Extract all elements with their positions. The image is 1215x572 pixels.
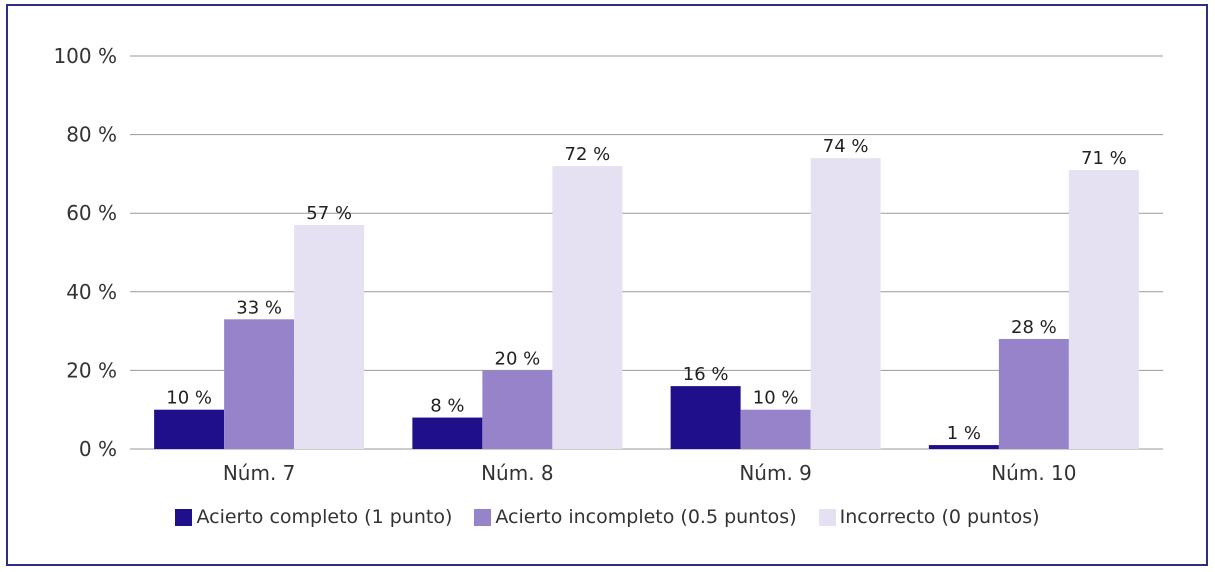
x-category-label: Núm. 7 xyxy=(223,461,296,485)
y-tick-label: 20 % xyxy=(66,358,117,382)
data-label: 57 % xyxy=(306,203,352,224)
y-tick-label: 100 % xyxy=(53,44,117,68)
data-label: 72 % xyxy=(565,144,611,165)
bar xyxy=(670,386,741,449)
data-label: 74 % xyxy=(823,136,869,157)
legend-item-acierto-completo: Acierto completo (1 punto) xyxy=(175,506,452,528)
data-label: 20 % xyxy=(495,348,541,369)
chart-legend: Acierto completo (1 punto) Acierto incom… xyxy=(0,506,1215,528)
legend-item-incorrecto: Incorrecto (0 puntos) xyxy=(818,506,1040,528)
bar xyxy=(928,445,999,449)
bar xyxy=(1068,169,1139,449)
bar xyxy=(740,409,811,449)
bar xyxy=(154,409,225,449)
legend-swatch-incorrecto xyxy=(818,508,836,526)
x-category-label: Núm. 9 xyxy=(739,461,812,485)
bar xyxy=(810,158,881,449)
bar xyxy=(552,166,623,450)
data-label: 10 % xyxy=(166,388,212,409)
bar xyxy=(294,224,365,449)
data-label: 71 % xyxy=(1081,148,1127,169)
legend-label-acierto-completo: Acierto completo (1 punto) xyxy=(196,506,453,528)
legend-swatch-acierto-incompleto xyxy=(474,508,492,526)
bar xyxy=(998,338,1069,449)
x-category-label: Núm. 10 xyxy=(991,461,1076,485)
legend-item-acierto-incompleto: Acierto incompleto (0.5 puntos) xyxy=(474,506,797,528)
y-tick-label: 60 % xyxy=(66,201,117,225)
data-label: 33 % xyxy=(236,297,282,318)
data-label: 1 % xyxy=(947,423,981,444)
data-label: 8 % xyxy=(430,396,464,417)
x-category-label: Núm. 8 xyxy=(481,461,554,485)
bar-chart: 0 % 20 % 40 % 60 % 80 % 100 % 10 % 33 % 57 % Núm.… xyxy=(53,44,1163,485)
legend-label-acierto-incompleto: Acierto incompleto (0.5 puntos) xyxy=(495,506,797,528)
data-label: 16 % xyxy=(683,364,729,385)
bar xyxy=(482,370,553,449)
bar xyxy=(224,319,295,449)
y-tick-label: 40 % xyxy=(66,280,117,304)
data-label: 10 % xyxy=(753,388,799,409)
legend-swatch-acierto-completo xyxy=(175,508,193,526)
bar xyxy=(412,417,483,449)
y-tick-label: 0 % xyxy=(79,437,117,461)
legend-label-incorrecto: Incorrecto (0 puntos) xyxy=(839,506,1040,528)
y-tick-label: 80 % xyxy=(66,123,117,147)
data-label: 28 % xyxy=(1011,317,1057,338)
